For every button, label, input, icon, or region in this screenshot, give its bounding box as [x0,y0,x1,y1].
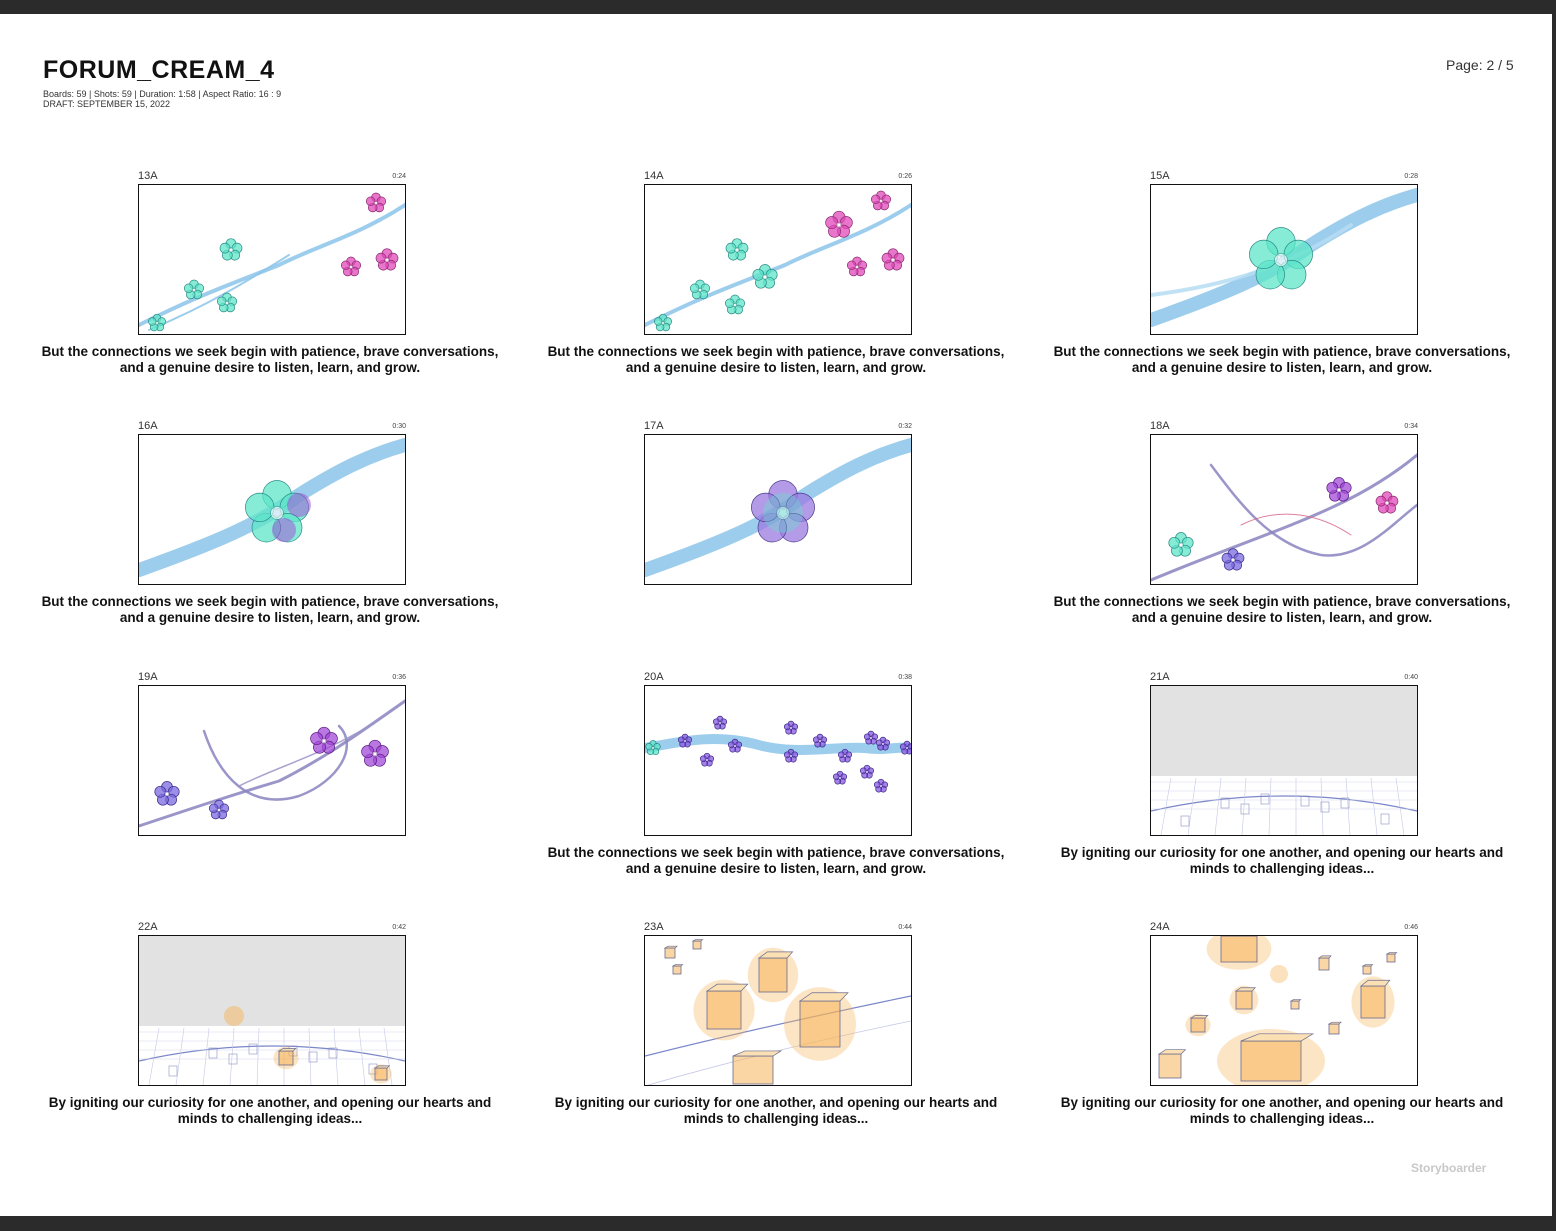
board-illustration [1151,188,1417,327]
board-panel: 15A 0:28 [1150,170,1418,335]
board-illustration [1151,453,1417,582]
board-panel: 14A 0:26 [644,170,912,335]
board-illustration [1151,686,1417,835]
board-frame [138,184,406,335]
board-caption: By igniting our curiosity for one anothe… [1060,845,1504,876]
board-timecode: 0:46 [1404,924,1418,931]
board-id: 14A [644,170,664,182]
page-number: Page: 2 / 5 [1446,57,1514,73]
board-panel: 23A 0:44 [644,921,912,1086]
board-panel: 19A 0:36 [138,671,406,836]
right-edge [1552,14,1556,1216]
board-timecode: 0:26 [898,173,912,180]
board-frame [644,434,912,585]
board-id: 21A [1150,671,1170,683]
meta-stats: Boards: 59 | Shots: 59 | Duration: 1:58 … [43,89,282,99]
board-caption: By igniting our curiosity for one anothe… [48,1095,492,1126]
top-bar [0,0,1556,14]
board-id: 24A [1150,921,1170,933]
board-illustration [139,936,405,1085]
board-timecode: 0:42 [392,924,406,931]
board-id: 19A [138,671,158,683]
board-frame [138,434,406,585]
board-illustration [139,699,405,828]
board-illustration [645,939,911,1085]
board-timecode: 0:24 [392,173,406,180]
board-caption: But the connections we seek begin with p… [1053,594,1511,625]
bottom-bar [0,1216,1556,1231]
board-frame [138,935,406,1086]
board-illustration [645,190,911,332]
board-illustration [139,192,405,332]
board-frame [1150,184,1418,335]
board-id: 13A [138,170,158,182]
board-caption: But the connections we seek begin with p… [41,344,499,375]
board-panel: 17A 0:32 [644,420,912,585]
board-illustration [1157,936,1398,1085]
board-panel: 18A 0:34 [1150,420,1418,585]
board-id: 16A [138,420,158,432]
board-frame [644,685,912,836]
board-illustration [645,715,911,793]
board-illustration [645,438,911,577]
board-panel: 21A 0:40 [1150,671,1418,836]
board-caption: By igniting our curiosity for one anothe… [1060,1095,1504,1126]
board-timecode: 0:28 [1404,173,1418,180]
board-frame [1150,685,1418,836]
board-id: 15A [1150,170,1170,182]
board-id: 22A [138,921,158,933]
meta-draft-date: DRAFT: SEPTEMBER 15, 2022 [43,99,171,109]
board-timecode: 0:40 [1404,674,1418,681]
board-id: 17A [644,420,664,432]
board-timecode: 0:38 [898,674,912,681]
board-panel: 20A 0:38 [644,671,912,836]
board-caption: But the connections we seek begin with p… [41,594,499,625]
board-frame [1150,434,1418,585]
board-panel: 24A 0:46 [1150,921,1418,1086]
board-timecode: 0:34 [1404,423,1418,430]
board-frame [138,685,406,836]
document-title: FORUM_CREAM_4 [43,56,275,84]
board-id: 20A [644,671,664,683]
board-timecode: 0:32 [898,423,912,430]
board-caption: But the connections we seek begin with p… [1053,344,1511,375]
board-frame [644,935,912,1086]
board-illustration [139,438,405,577]
board-caption: But the connections we seek begin with p… [547,344,1005,375]
board-timecode: 0:36 [392,674,406,681]
board-id: 23A [644,921,664,933]
board-caption: By igniting our curiosity for one anothe… [554,1095,998,1126]
document-meta: Boards: 59 | Shots: 59 | Duration: 1:58 … [43,89,281,109]
board-timecode: 0:44 [898,924,912,931]
board-frame [1150,935,1418,1086]
board-panel: 16A 0:30 [138,420,406,585]
board-timecode: 0:30 [392,423,406,430]
board-id: 18A [1150,420,1170,432]
board-caption: But the connections we seek begin with p… [547,845,1005,876]
board-frame [644,184,912,335]
board-panel: 22A 0:42 [138,921,406,1086]
footer-brand: Storyboarder [1411,1161,1487,1175]
board-panel: 13A 0:24 [138,170,406,335]
